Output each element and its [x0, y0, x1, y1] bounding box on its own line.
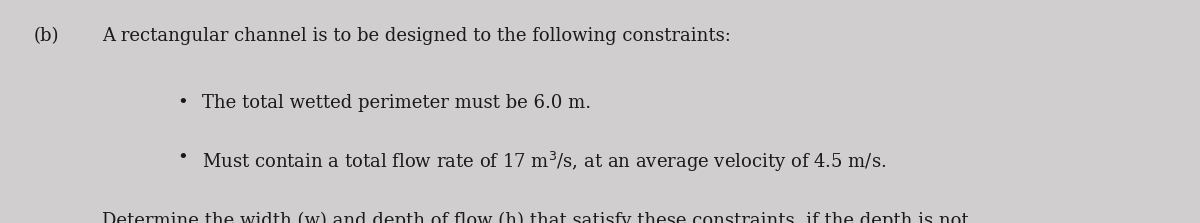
Text: (b): (b) — [34, 27, 59, 45]
Text: •: • — [178, 94, 188, 112]
Text: •: • — [178, 149, 188, 167]
Text: The total wetted perimeter must be 6.0 m.: The total wetted perimeter must be 6.0 m… — [202, 94, 590, 112]
Text: A rectangular channel is to be designed to the following constraints:: A rectangular channel is to be designed … — [102, 27, 731, 45]
Text: Determine the width (w) and depth of flow (h) that satisfy these constraints, if: Determine the width (w) and depth of flo… — [102, 212, 968, 223]
Text: Must contain a total flow rate of 17 m$^3$/s, at an average velocity of 4.5 m/s.: Must contain a total flow rate of 17 m$^… — [202, 149, 886, 173]
